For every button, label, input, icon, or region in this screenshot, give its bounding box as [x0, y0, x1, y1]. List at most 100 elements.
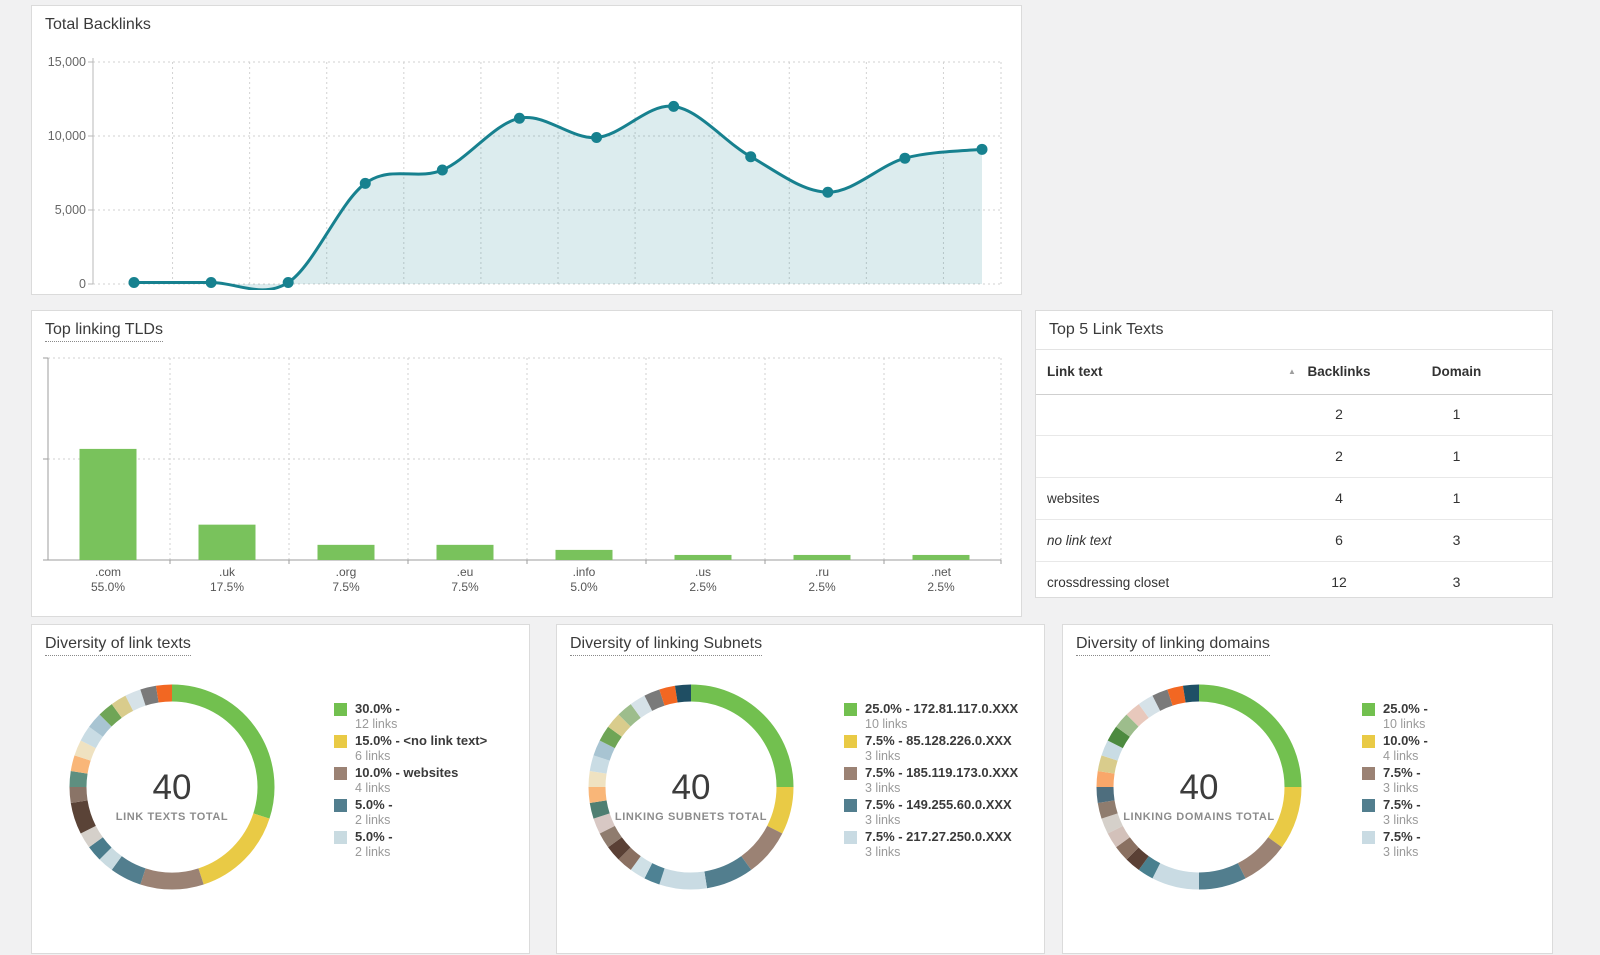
data-point[interactable] — [745, 151, 757, 163]
donut-slice[interactable] — [644, 689, 665, 711]
donut-slice[interactable] — [171, 684, 275, 819]
data-point[interactable] — [591, 131, 603, 143]
donut-slice[interactable] — [198, 813, 270, 885]
bar[interactable] — [555, 549, 613, 560]
donut-slice[interactable] — [1107, 825, 1130, 848]
donut-slice[interactable] — [588, 786, 607, 804]
donut-slice[interactable] — [690, 684, 794, 788]
donut-slice[interactable] — [1182, 684, 1200, 703]
link-texts-donut-chart[interactable]: 40 LINK TEXTS TOTAL — [32, 659, 312, 955]
legend-item: 7.5% - 217.27.250.0.XXX 3 links — [844, 829, 1018, 861]
donut-slice[interactable] — [599, 825, 622, 848]
donut-slice[interactable] — [69, 786, 88, 804]
top-linking-tlds-title[interactable]: Top linking TLDs — [32, 311, 1021, 342]
donut-slice[interactable] — [140, 685, 159, 706]
donut-slice[interactable] — [618, 704, 641, 727]
donut-slice[interactable] — [741, 825, 783, 870]
donut-slice[interactable] — [589, 800, 610, 819]
donut-slice[interactable] — [618, 847, 641, 870]
donut-slice[interactable] — [589, 755, 610, 774]
donut-slice[interactable] — [80, 726, 103, 749]
donut-slice[interactable] — [608, 714, 631, 737]
data-point[interactable] — [282, 277, 294, 289]
donut-slice[interactable] — [70, 755, 91, 774]
data-point[interactable] — [128, 277, 140, 289]
top-linking-tlds-chart[interactable]: .com55.0%.uk17.5%.org7.5%.eu7.5%.info5.0… — [32, 342, 1021, 610]
donut-slice[interactable] — [99, 847, 122, 870]
donut-slice[interactable] — [674, 684, 692, 703]
donut-slice[interactable] — [1198, 684, 1302, 788]
donut-slice[interactable] — [608, 837, 631, 860]
data-point[interactable] — [359, 177, 371, 189]
donut-slice[interactable] — [1116, 714, 1139, 737]
bar[interactable] — [793, 554, 851, 560]
donut-slice[interactable] — [593, 740, 615, 761]
donut-slice[interactable] — [1138, 856, 1161, 879]
donut-slice[interactable] — [1198, 863, 1246, 890]
donut-slice[interactable] — [1101, 740, 1123, 761]
linking-subnets-donut-chart[interactable]: 40 LINKING SUBNETS TOTAL — [557, 659, 837, 955]
sort-ascending-icon[interactable]: ▲ — [1288, 367, 1296, 376]
data-point[interactable] — [513, 112, 525, 124]
data-point[interactable] — [899, 152, 911, 164]
diversity-link-texts-title[interactable]: Diversity of link texts — [32, 625, 529, 656]
donut-slice[interactable] — [1237, 837, 1282, 879]
donut-slice[interactable] — [1126, 847, 1149, 870]
diversity-linking-domains-title[interactable]: Diversity of linking domains — [1063, 625, 1552, 656]
donut-slice[interactable] — [74, 740, 96, 761]
data-point[interactable] — [205, 277, 217, 289]
bar[interactable] — [317, 544, 375, 560]
donut-slice[interactable] — [1096, 770, 1115, 788]
donut-slice[interactable] — [593, 813, 615, 834]
donut-slice[interactable] — [1097, 755, 1118, 774]
data-point[interactable] — [822, 186, 834, 198]
donut-slice[interactable] — [659, 868, 708, 890]
donut-slice[interactable] — [1152, 689, 1173, 711]
donut-slice[interactable] — [1138, 695, 1161, 718]
donut-slice[interactable] — [767, 786, 794, 834]
column-header-domain[interactable]: Domain — [1431, 364, 1482, 379]
bar[interactable] — [198, 524, 256, 560]
donut-slice[interactable] — [1126, 704, 1149, 727]
donut-slice[interactable] — [1167, 685, 1186, 706]
donut-slice[interactable] — [155, 684, 173, 703]
linking-domains-donut-chart[interactable]: 40 LINKING DOMAINS TOTAL — [1063, 659, 1343, 955]
donut-slice[interactable] — [644, 863, 665, 885]
category-label: .us — [695, 565, 711, 579]
diversity-linking-subnets-title[interactable]: Diversity of linking Subnets — [557, 625, 1044, 656]
bar[interactable] — [79, 448, 137, 560]
donut-slice[interactable] — [704, 856, 752, 889]
column-header-link-text[interactable]: Link text — [1047, 364, 1103, 379]
donut-slice[interactable] — [111, 695, 134, 718]
donut-slice[interactable] — [70, 800, 96, 834]
donut-slice[interactable] — [1096, 786, 1115, 804]
donut-slice[interactable] — [111, 855, 146, 885]
donut-slice[interactable] — [69, 770, 88, 788]
donut-slice[interactable] — [99, 704, 122, 727]
column-header-backlinks[interactable]: Backlinks — [1307, 364, 1371, 379]
donut-slice[interactable] — [1152, 863, 1200, 890]
donut-slice[interactable] — [89, 837, 112, 860]
donut-slice[interactable] — [1116, 837, 1139, 860]
donut-slice[interactable] — [89, 714, 112, 737]
donut-slice[interactable] — [140, 868, 204, 890]
donut-slice[interactable] — [1097, 800, 1118, 819]
donut-slice[interactable] — [1268, 786, 1302, 848]
donut-total-label: LINKING SUBNETS TOTAL — [615, 811, 767, 823]
data-point[interactable] — [436, 164, 448, 176]
bar[interactable] — [674, 554, 732, 560]
bar[interactable] — [436, 544, 494, 560]
donut-slice[interactable] — [125, 689, 146, 711]
bar[interactable] — [912, 554, 970, 560]
donut-slice[interactable] — [599, 726, 622, 749]
data-point[interactable] — [668, 100, 680, 112]
donut-slice[interactable] — [588, 770, 607, 788]
donut-slice[interactable] — [1107, 726, 1130, 749]
donut-slice[interactable] — [630, 856, 653, 879]
data-point[interactable] — [976, 143, 988, 155]
total-backlinks-chart[interactable]: 15,000 10,000 5,000 0 — [32, 34, 1021, 290]
donut-slice[interactable] — [659, 685, 678, 706]
donut-slice[interactable] — [630, 695, 653, 718]
donut-slice[interactable] — [1101, 813, 1123, 834]
donut-slice[interactable] — [80, 825, 103, 848]
